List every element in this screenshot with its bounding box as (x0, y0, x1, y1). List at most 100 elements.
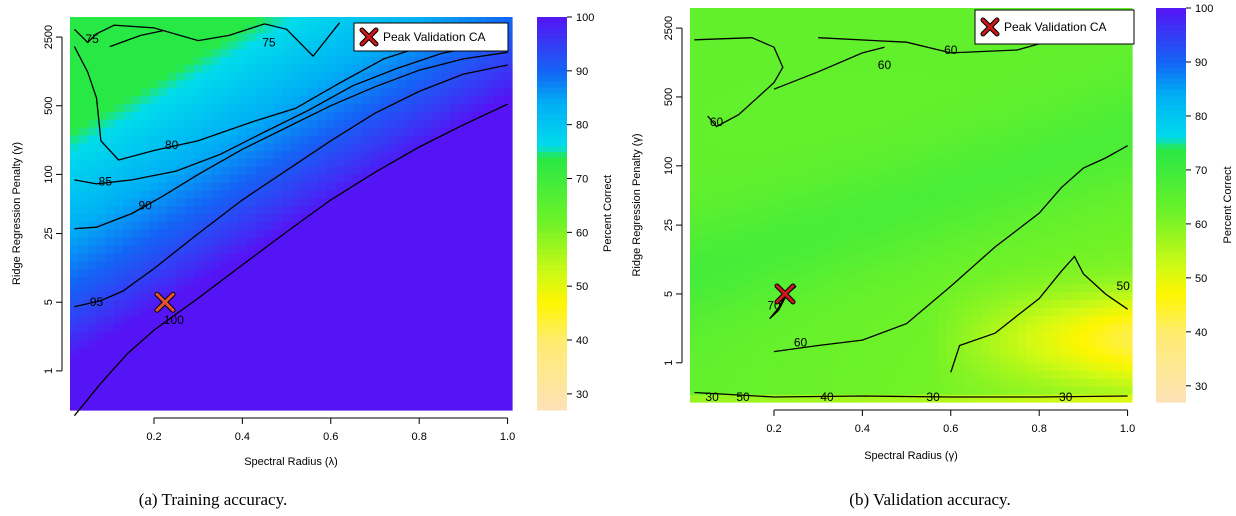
heatmap-cell (840, 205, 850, 214)
heatmap-cell (1043, 205, 1054, 214)
heatmap-cell (211, 284, 221, 293)
heatmap-cell (229, 72, 239, 81)
heatmap-cell (273, 284, 283, 293)
heatmap-cell (1017, 323, 1027, 332)
heatmap-cell (902, 331, 912, 340)
heatmap-cell (769, 291, 779, 301)
heatmap-cell (787, 39, 797, 48)
heatmap-cell (87, 142, 98, 152)
heatmap-cell (751, 236, 762, 245)
heatmap-cell (317, 182, 327, 191)
heatmap-cell (751, 338, 762, 348)
colorbar-segment (537, 156, 567, 163)
heatmap-cell (282, 150, 292, 160)
heatmap-cell (184, 347, 195, 356)
heatmap-cell (751, 268, 762, 277)
heatmap-cell (450, 197, 460, 207)
heatmap-cell (964, 323, 974, 332)
heatmap-cell (282, 103, 292, 112)
heatmap-cell (999, 71, 1009, 80)
heatmap-cell (928, 354, 939, 364)
heatmap-cell (229, 315, 239, 325)
heatmap-cell (335, 339, 345, 348)
heatmap-cell (743, 197, 753, 206)
heatmap-cell (831, 386, 841, 395)
heatmap-cell (707, 346, 718, 356)
heatmap-cell (211, 213, 221, 222)
heatmap-cell (167, 244, 177, 254)
heatmap-cell (840, 47, 850, 56)
heatmap-cell (1070, 220, 1080, 230)
heatmap-cell (317, 197, 327, 207)
heatmap-cell (379, 260, 389, 270)
heatmap-cell (884, 55, 894, 64)
heatmap-cell (787, 291, 797, 301)
heatmap-cell (725, 141, 735, 151)
heatmap-cell (255, 323, 266, 332)
heatmap-cell (937, 149, 947, 159)
heatmap-cell (990, 394, 1000, 403)
heatmap-cell (308, 56, 319, 65)
heatmap-cell (1043, 134, 1054, 143)
heatmap-cell (981, 149, 992, 159)
heatmap-cell (716, 78, 726, 88)
heatmap-cell (698, 283, 709, 293)
heatmap-cell (911, 331, 921, 340)
heatmap-cell (964, 331, 974, 340)
heatmap-cell (972, 370, 983, 379)
y-tick-label: 100 (43, 165, 55, 183)
heatmap-cell (990, 323, 1000, 332)
heatmap-cell (769, 394, 779, 403)
heatmap-cell (919, 141, 930, 151)
heatmap-cell (78, 197, 89, 207)
heatmap-cell (503, 189, 513, 199)
heatmap-cell (184, 244, 195, 254)
heatmap-cell (211, 40, 221, 50)
heatmap-cell (176, 260, 186, 270)
heatmap-cell (176, 323, 186, 332)
heatmap-cell (928, 315, 939, 324)
heatmap-cell (743, 331, 753, 340)
heatmap-cell (96, 339, 106, 348)
heatmap-cell (335, 299, 345, 309)
heatmap-cell (458, 87, 469, 97)
heatmap-cell (743, 260, 753, 269)
heatmap-cell (149, 64, 159, 73)
heatmap-cell (902, 189, 912, 198)
heatmap-cell (494, 166, 504, 175)
heatmap-cell (716, 323, 726, 332)
heatmap-cell (326, 150, 336, 160)
heatmap-cell (379, 158, 389, 167)
heatmap-cell (405, 221, 416, 230)
contour-line-90 (74, 51, 508, 230)
heatmap-cell (796, 47, 806, 56)
heatmap-cell (308, 182, 319, 191)
heatmap-cell (1017, 197, 1027, 206)
heatmap-cell (884, 189, 894, 198)
heatmap-cell (123, 323, 133, 332)
heatmap-cell (1078, 338, 1089, 348)
colorbar-segment (537, 103, 567, 110)
heatmap-cell (707, 394, 718, 403)
heatmap-cell (158, 79, 168, 89)
heatmap-cell (237, 339, 248, 348)
heatmap-cell (937, 291, 947, 301)
heatmap-cell (743, 205, 753, 214)
heatmap-cell (778, 126, 788, 135)
heatmap-cell (778, 268, 788, 277)
heatmap-cell (149, 182, 159, 191)
heatmap-cell (857, 370, 868, 379)
heatmap-cell (760, 244, 771, 253)
heatmap-cell (981, 110, 992, 119)
heatmap-cell (972, 173, 983, 182)
heatmap-cell (964, 15, 974, 25)
heatmap-cell (911, 307, 921, 316)
heatmap-cell (946, 78, 956, 88)
heatmap-cell (114, 402, 124, 411)
heatmap-cell (999, 220, 1009, 230)
heatmap-cell (158, 87, 168, 97)
heatmap-cell (388, 197, 398, 207)
heatmap-cell (1008, 205, 1018, 214)
heatmap-cell (87, 237, 98, 246)
heatmap-cell (432, 64, 442, 73)
